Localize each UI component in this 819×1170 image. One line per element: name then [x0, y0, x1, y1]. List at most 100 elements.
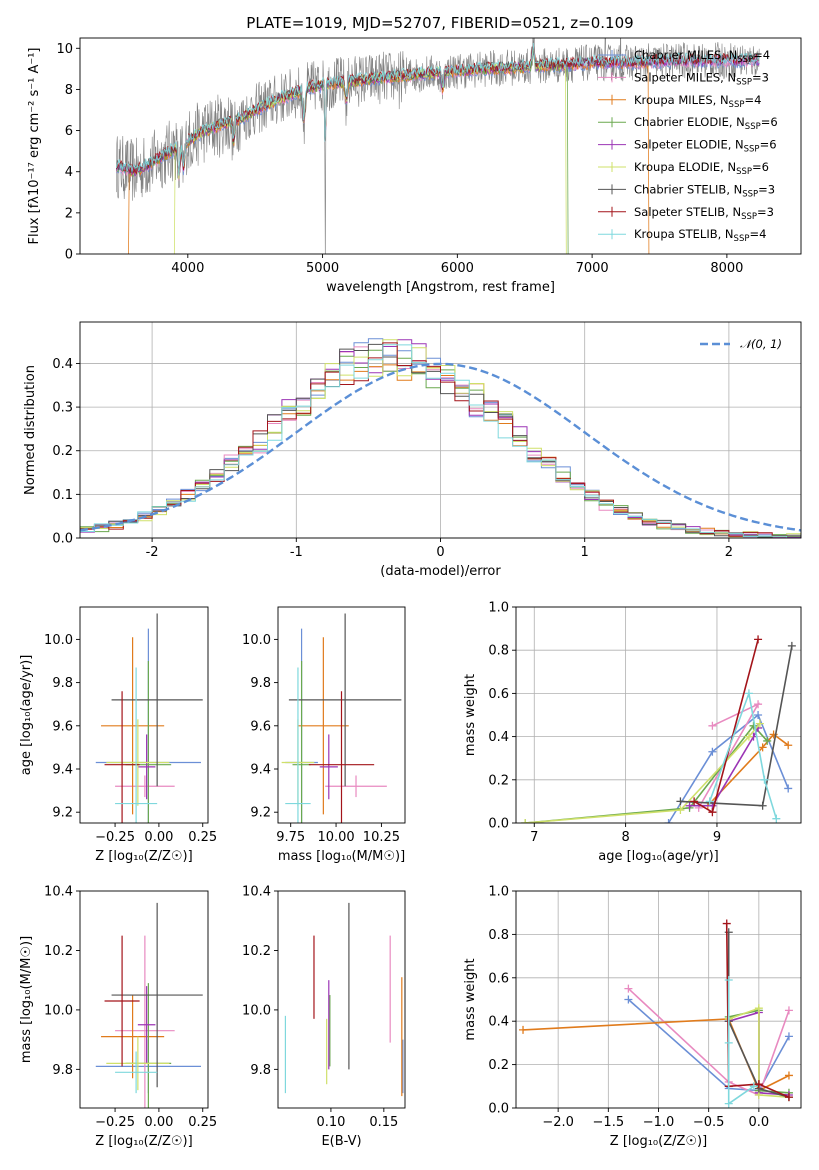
mass-weight-marker: [664, 819, 673, 823]
x-axis-label: age [log₁₀(age/yr)]: [598, 849, 719, 864]
spectrum-panel: 4000 5000 6000 7000 8000 0 2 4 6 8 10 wavelength [A…: [27, 37, 802, 295]
y-tick-label: 0.2: [52, 444, 73, 459]
y-tick-label: 9.8: [52, 1063, 73, 1078]
legend-text: Chabrier MILES, N: [634, 48, 737, 62]
legend-subscript: SSP: [736, 167, 752, 177]
mass-weight-marker: [685, 801, 694, 810]
mass-weight-marker: [758, 801, 767, 810]
mass-weight-line: [708, 690, 778, 819]
axes-frame: −2.0 −1.5 −1.0 −0.5 0.0 0.0 0.2 0.4 0.6 0.8 1.0 Z […: [463, 885, 802, 1149]
mass-weight-marker: [724, 928, 733, 937]
mass-weight-marker: [749, 1082, 758, 1091]
mass-weight-marker: [754, 1004, 763, 1013]
mass-weight-line: [525, 723, 761, 823]
axes-box: [277, 606, 406, 824]
model-spectrum-line: [116, 44, 760, 175]
x-axis-label: mass [log₁₀(M/M☉)]: [278, 849, 405, 864]
x-tick-label: 0.25: [188, 1115, 217, 1130]
x-tick-label: −1.5: [593, 1115, 625, 1130]
mass-weight-marker: [754, 1080, 763, 1089]
y-tick-label: 10.4: [44, 885, 73, 900]
legend-suffix: =3: [758, 182, 775, 196]
mass-weight-marker: [521, 819, 530, 823]
mass-weight-marker: [760, 775, 769, 784]
y-tick-label: 2: [65, 206, 73, 221]
y-tick-label: 0.0: [52, 532, 73, 547]
x-tick-label: −1.0: [643, 1115, 675, 1130]
mass-weight-marker: [758, 743, 767, 752]
legend-suffix: =4: [753, 48, 770, 62]
y-tick-label: 9.8: [52, 676, 73, 691]
mass-vs-ebv-panel: 0.10 0.15 9.8 10.0 10.2 10.4 E(B-V): [242, 885, 406, 1149]
age-vs-metallicity-panel: −0.25 0.00 0.25 9.2 9.4 9.6 9.8 10.0 Z [log₁₀(Z/…: [19, 606, 217, 864]
mass-weight-marker: [708, 808, 717, 817]
mass-weight-marker: [722, 919, 731, 928]
x-tick-label: -2: [146, 545, 159, 560]
y-tick-label: 0.1: [52, 488, 73, 503]
y-tick-label: 0.4: [488, 1015, 509, 1030]
mass-weight-line: [667, 713, 789, 823]
axes-box: [515, 606, 802, 824]
legend-subscript: SSP: [742, 189, 758, 199]
y-tick-label: 10.4: [242, 885, 271, 900]
x-tick-label: 0.00: [144, 830, 173, 845]
axes-box: [79, 606, 209, 824]
y-axis-label: mass weight: [463, 674, 478, 756]
mass-weight-marker: [724, 975, 733, 984]
y-tick-label: 0.3: [52, 401, 73, 416]
y-tick-label: 0.2: [488, 1058, 509, 1073]
x-axis-label: E(B-V): [321, 1134, 361, 1149]
x-tick-label: 8: [621, 830, 629, 845]
x-tick-label: 0.0: [749, 1115, 770, 1130]
plot-area: [80, 338, 801, 538]
mass-weight-marker: [784, 1071, 793, 1080]
y-tick-label: 9.6: [52, 719, 73, 734]
y-tick-label: 0.0: [488, 1102, 509, 1117]
mass-weight-marker: [784, 741, 793, 750]
mass-weight-marker: [744, 732, 753, 741]
axes-box: [277, 890, 406, 1109]
y-tick-label: 8: [65, 83, 73, 98]
mass-weight-marker: [708, 747, 717, 756]
legend-entry: Chabrier STELIB, NSSP=3: [634, 182, 775, 199]
mass-weight-marker: [624, 984, 633, 993]
y-tick-label: 10.0: [44, 633, 73, 648]
legend-entry: Salpeter MILES, NSSP=3: [634, 70, 769, 87]
y-tick-label: 1.0: [488, 601, 509, 616]
x-tick-label: 4000: [171, 261, 204, 276]
residual-histogram-step: [80, 344, 801, 538]
plot-area: [284, 902, 404, 1097]
x-tick-label: 0.10: [316, 1115, 345, 1130]
mass-weight-marker: [754, 711, 763, 719]
legend-text: Kroupa MILES, N: [634, 93, 729, 107]
x-tick-label: 0: [436, 545, 444, 560]
plot-area: [116, 38, 760, 254]
y-tick-label: 0.6: [488, 687, 509, 702]
y-tick-label: 10.2: [242, 944, 271, 959]
x-tick-label: 9.75: [276, 830, 305, 845]
plot-area: [281, 613, 402, 823]
mass-weight-marker: [754, 635, 763, 644]
x-tick-label: 0.25: [188, 830, 217, 845]
legend-entry: Chabrier ELODIE, NSSP=6: [634, 115, 778, 132]
x-tick-label: 10.25: [363, 830, 400, 845]
legend-entry: Kroupa ELODIE, NSSP=6: [634, 160, 769, 177]
axes-frame: −0.25 0.00 0.25 9.8 10.0 10.2 10.4 Z [log₁₀(Z/Z…: [19, 885, 217, 1150]
y-axis-label: mass weight: [463, 958, 478, 1040]
y-tick-label: 9.6: [250, 719, 271, 734]
x-axis-label: Z [log₁₀(Z/Z☉)]: [95, 849, 192, 864]
mass-vs-metallicity-panel: −0.25 0.00 0.25 9.8 10.0 10.2 10.4 Z [log₁₀(Z/Z…: [19, 885, 217, 1150]
spectrum-legend: Chabrier MILES, N SSP =4 Salpeter MILES, NS…: [598, 48, 778, 244]
axes-frame: 4000 5000 6000 7000 8000 0 2 4 6 8 10 wavelength [A…: [27, 37, 802, 295]
y-tick-label: 1.0: [488, 885, 509, 900]
normal-distribution-curve: [80, 362, 801, 532]
x-axis-label: wavelength [Angstrom, rest frame]: [326, 280, 555, 295]
legend-suffix: =4: [749, 227, 766, 241]
x-tick-label: 8000: [710, 261, 743, 276]
x-axis-label: Z [log₁₀(Z/Z☉)]: [610, 1134, 707, 1149]
y-tick-label: 0.4: [52, 357, 73, 372]
y-tick-label: 6: [65, 124, 73, 139]
axes-frame: −0.25 0.00 0.25 9.2 9.4 9.6 9.8 10.0 Z [log₁₀(Z/…: [19, 606, 217, 864]
plot-area: [521, 635, 796, 823]
